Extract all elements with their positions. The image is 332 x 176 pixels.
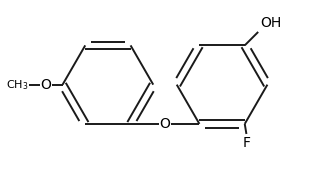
Text: O: O [160, 117, 170, 131]
Text: OH: OH [260, 16, 281, 30]
Text: F: F [242, 136, 250, 150]
Text: CH$_3$: CH$_3$ [6, 78, 28, 92]
Text: O: O [41, 78, 51, 92]
